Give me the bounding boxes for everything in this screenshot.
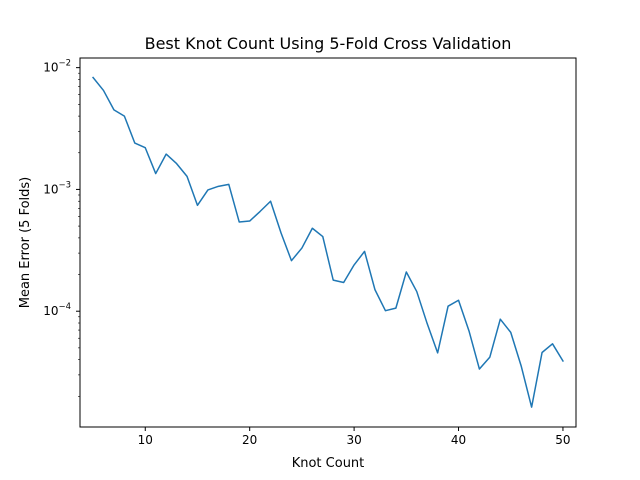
y-tick-label: 10−2	[43, 59, 71, 75]
x-axis-label: Knot Count	[292, 456, 365, 471]
x-ticks: 10 20 30 40 50	[138, 427, 571, 447]
chart-title: Best Knot Count Using 5-Fold Cross Valid…	[145, 34, 512, 53]
x-tick-label: 40	[451, 433, 466, 447]
x-tick-label: 20	[242, 433, 257, 447]
plot-frame	[79, 57, 577, 428]
y-axis-label: Mean Error (5 Folds)	[18, 177, 33, 309]
y-tick-label: 10−4	[43, 302, 71, 318]
plot-area	[80, 58, 576, 427]
y-ticks: 10−2 10−3 10−4	[43, 59, 80, 318]
x-tick-label: 10	[138, 433, 153, 447]
y-tick-label: 10−3	[43, 180, 71, 196]
series-line	[91, 76, 564, 408]
x-tick-label: 30	[346, 433, 361, 447]
x-tick-label: 50	[555, 433, 570, 447]
